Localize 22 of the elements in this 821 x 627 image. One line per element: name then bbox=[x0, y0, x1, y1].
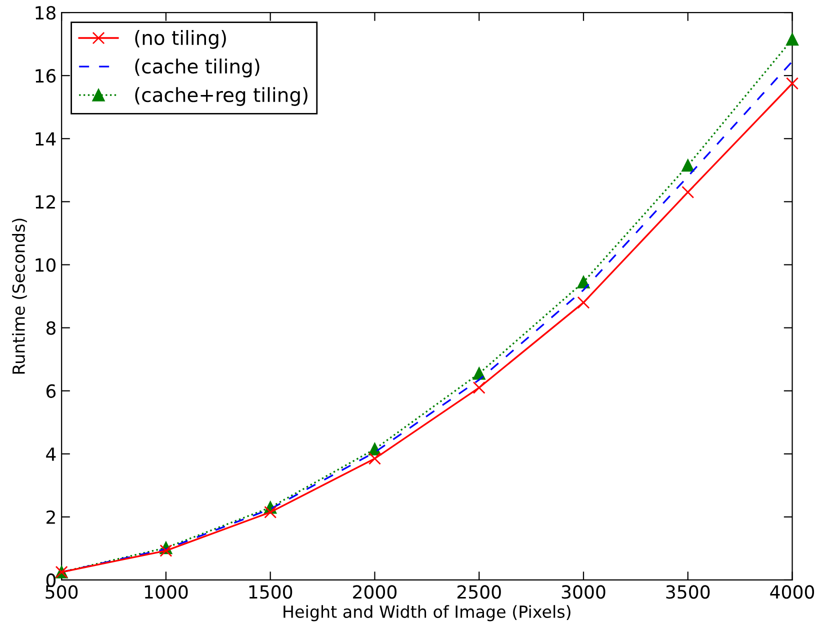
legend-label: (cache+reg tiling) bbox=[135, 87, 308, 106]
y-axis-title: Runtime (Seconds) bbox=[12, 218, 27, 374]
legend-label: (cache tiling) bbox=[135, 58, 260, 78]
x-tick-label: 2500 bbox=[457, 585, 501, 599]
x-axis-title: Height and Width of Image (Pixels) bbox=[284, 605, 570, 622]
y-tick-label: 18 bbox=[36, 6, 56, 20]
y-tick-label: 2 bbox=[46, 510, 55, 524]
y-tick-label: 16 bbox=[36, 69, 56, 83]
y-tick-label: 10 bbox=[36, 258, 56, 272]
legend-label: (no tiling) bbox=[135, 30, 226, 49]
x-tick-label: 2000 bbox=[353, 585, 397, 599]
y-tick-label: 8 bbox=[46, 321, 56, 335]
x-tick-label: 500 bbox=[46, 585, 78, 599]
x-tick-label: 4000 bbox=[770, 585, 814, 599]
x-tick-label: 3500 bbox=[666, 585, 710, 599]
x-tick-label: 3000 bbox=[562, 585, 606, 599]
y-tick-label: 12 bbox=[36, 195, 55, 209]
x-tick-label: 1500 bbox=[249, 585, 292, 599]
y-tick-label: 14 bbox=[36, 132, 56, 146]
x-tick-label: 1000 bbox=[144, 585, 188, 599]
y-tick-label: 6 bbox=[46, 384, 56, 398]
y-tick-label: 4 bbox=[46, 448, 56, 461]
